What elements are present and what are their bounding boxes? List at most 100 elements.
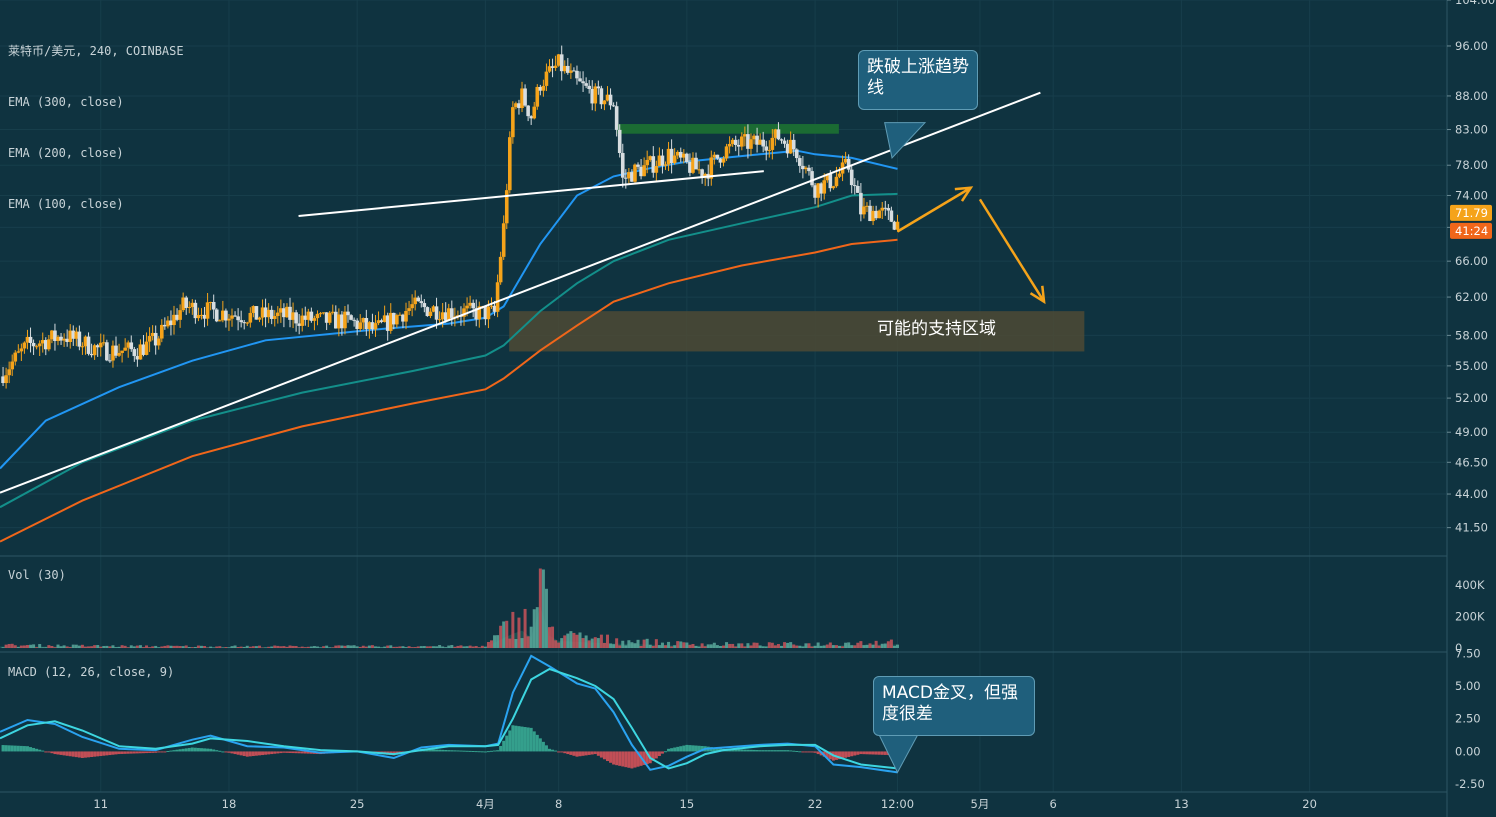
volume-bar xyxy=(108,646,112,648)
volume-bar xyxy=(435,646,439,648)
candle-body xyxy=(294,312,298,324)
volume-bar xyxy=(880,643,884,648)
volume-bar xyxy=(520,638,524,648)
candle-body xyxy=(886,208,891,211)
candle-body xyxy=(791,139,796,150)
trendline-0 xyxy=(0,91,1041,494)
macd-histogram-bar xyxy=(538,738,542,752)
volume-bar xyxy=(184,645,188,648)
candle-body xyxy=(685,153,689,163)
candle-body xyxy=(785,143,790,154)
macd-histogram-bar xyxy=(807,751,811,753)
grid xyxy=(0,0,1447,792)
volume-bar xyxy=(831,645,835,648)
candle-body xyxy=(605,94,610,101)
candle-body xyxy=(511,107,515,138)
volume-bar xyxy=(743,646,747,648)
candle-body xyxy=(520,88,524,109)
volume-bar xyxy=(306,646,310,648)
macd-histogram-bar xyxy=(44,751,48,753)
macd-histogram-bar xyxy=(618,751,622,766)
candle-body xyxy=(669,148,674,164)
macd-histogram-bar xyxy=(880,751,884,755)
volume-bar xyxy=(633,643,637,648)
volume-bar xyxy=(105,645,109,648)
candle-body xyxy=(501,223,506,257)
candle-body xyxy=(462,308,466,317)
macd-histogram-bar xyxy=(627,751,631,768)
volume-bar xyxy=(841,646,845,648)
volume-bar xyxy=(828,642,832,648)
volume-bar xyxy=(120,645,124,648)
volume-bar xyxy=(370,645,374,648)
macd-histogram-bar xyxy=(636,751,640,767)
candle-body xyxy=(334,311,338,329)
volume-bar xyxy=(648,644,652,648)
price-tick-label-5: 74.00 xyxy=(1455,188,1488,202)
candle-body xyxy=(682,153,686,158)
candle-body xyxy=(92,345,97,356)
candle-body xyxy=(712,154,717,158)
macd-histogram-bar xyxy=(581,751,585,756)
volume-bar xyxy=(309,646,313,648)
macd-histogram-bar xyxy=(795,751,799,753)
macd-histogram-bar xyxy=(798,751,802,753)
macd-histogram-bar xyxy=(660,751,664,754)
candle-body xyxy=(437,319,442,321)
macd-histogram-bar xyxy=(816,751,820,755)
volume-bar xyxy=(544,588,548,648)
volume-bar xyxy=(25,645,29,648)
candle-body xyxy=(410,304,414,309)
candle-body xyxy=(318,313,323,315)
volume-bar xyxy=(438,645,442,648)
macd-histogram-bar xyxy=(770,750,774,752)
volume-bar xyxy=(239,646,243,648)
volume-bar xyxy=(471,646,475,648)
volume-tick-label-0: 400K xyxy=(1455,578,1485,592)
volume-bar xyxy=(560,638,564,648)
candle-body xyxy=(123,347,127,351)
candle-body xyxy=(260,307,265,318)
candle-body xyxy=(233,315,237,317)
macd-histogram-bar xyxy=(10,745,14,752)
candle-body xyxy=(514,103,518,108)
volume-bar xyxy=(822,645,826,648)
volume-bar xyxy=(248,646,252,648)
macd-histogram-bar xyxy=(737,749,741,752)
volume-bar xyxy=(453,646,457,648)
candle-body xyxy=(236,316,240,321)
volume-bar xyxy=(599,634,603,648)
volume-bar xyxy=(514,638,518,648)
volume-bar xyxy=(349,645,353,648)
volume-bar xyxy=(593,637,597,648)
volume-bar xyxy=(804,643,808,648)
macd-histogram-bar xyxy=(199,748,203,752)
candle-body xyxy=(239,320,243,323)
arrow-head-0 xyxy=(954,186,974,202)
candle-body xyxy=(285,306,289,318)
candle-body xyxy=(837,173,842,177)
macd-histogram-bar xyxy=(859,751,863,755)
candle-body xyxy=(156,338,161,346)
macd-histogram-bar xyxy=(447,750,451,752)
candle-body xyxy=(279,308,283,313)
candle-body xyxy=(788,139,793,154)
volume-bar xyxy=(639,646,643,648)
macd-histogram-bar xyxy=(184,748,188,752)
volume-bar xyxy=(517,617,521,648)
volume-bar xyxy=(749,645,753,648)
price-tick-label-4: 78.00 xyxy=(1455,158,1488,172)
candle-body xyxy=(379,320,384,322)
volume-bar xyxy=(279,646,283,648)
candle-body xyxy=(852,185,857,187)
candle-body xyxy=(587,85,591,90)
candle-body xyxy=(53,330,57,341)
volume-bar xyxy=(508,638,512,648)
volume-bar xyxy=(346,645,350,648)
ema200-label: EMA (200, close) xyxy=(8,146,124,160)
volume-bar xyxy=(386,645,390,648)
candle-body xyxy=(825,173,830,181)
ema100-label: EMA (100, close) xyxy=(8,197,124,211)
candle-body xyxy=(392,312,396,325)
